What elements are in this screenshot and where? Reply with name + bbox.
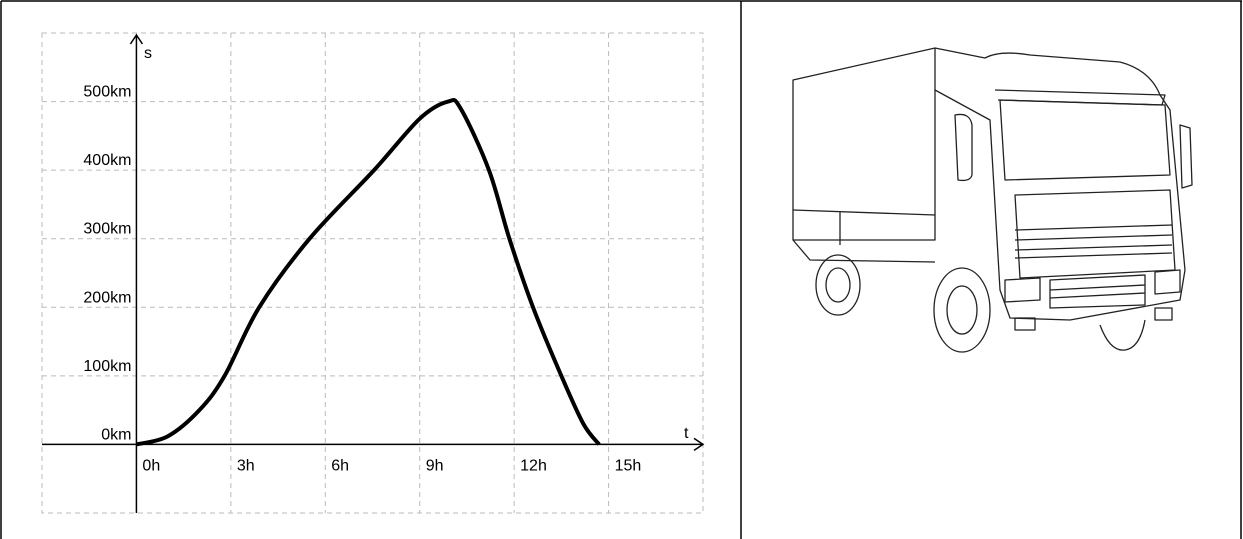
x-tick-label: 0h xyxy=(142,457,160,474)
y-tick-label: 400km xyxy=(83,152,131,169)
x-tick-label: 12h xyxy=(520,457,547,474)
y-tick-label: 200km xyxy=(83,289,131,306)
x-axis-label: t xyxy=(684,425,689,442)
y-axis xyxy=(130,35,142,513)
line-series xyxy=(136,100,599,444)
x-tick-label: 6h xyxy=(331,457,349,474)
y-tick-label: 300km xyxy=(83,221,131,238)
y-tick-label: 100km xyxy=(83,358,131,375)
truck-illustration xyxy=(793,48,1192,352)
x-tick-label: 15h xyxy=(615,457,642,474)
y-tick-label: 0km xyxy=(101,426,131,443)
screen: s t 0h 3h 6h 9h 12h 15h 0km 100km 200km 300km 400k… xyxy=(0,0,1243,539)
y-axis-label: s xyxy=(144,45,152,62)
x-tick-label: 3h xyxy=(237,457,255,474)
y-tick-label: 500km xyxy=(83,84,131,101)
plot-border xyxy=(42,33,703,513)
page: s t 0h 3h 6h 9h 12h 15h 0km 100km 200km 300km 400k… xyxy=(0,0,1243,539)
x-tick-label: 9h xyxy=(426,457,444,474)
